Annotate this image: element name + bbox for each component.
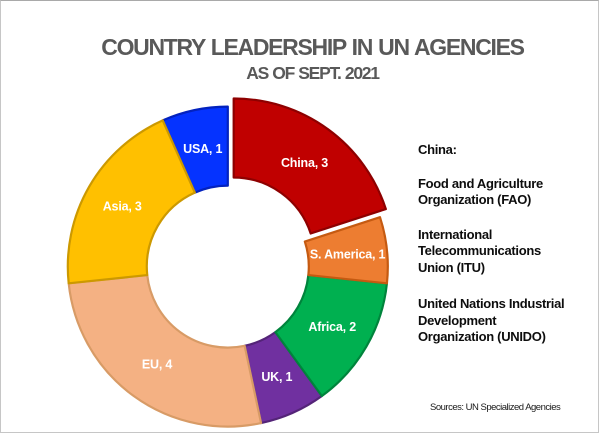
svg-text:China, 3: China, 3: [281, 156, 328, 170]
svg-text:USA, 1: USA, 1: [183, 142, 222, 156]
svg-text:Asia, 3: Asia, 3: [103, 199, 142, 213]
svg-text:S. America, 1: S. America, 1: [310, 247, 386, 261]
svg-text:EU, 4: EU, 4: [142, 358, 173, 372]
svg-text:Africa, 2: Africa, 2: [308, 320, 356, 334]
svg-text:UK, 1: UK, 1: [261, 370, 292, 384]
